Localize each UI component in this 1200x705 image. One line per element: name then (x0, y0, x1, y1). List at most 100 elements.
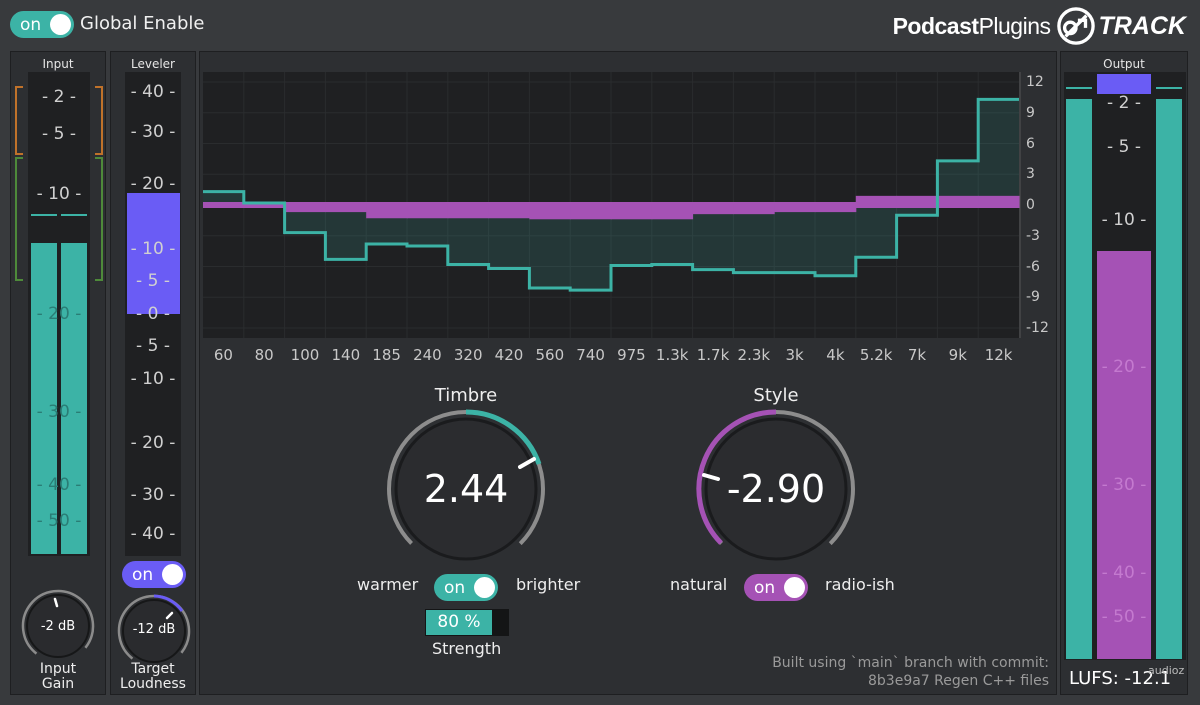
leveler-title: Leveler (131, 57, 175, 71)
output-peak-right (1156, 87, 1182, 89)
timbre-strength-slider[interactable]: 80 % (425, 609, 509, 636)
meter-scale-label: - 40 - (1101, 563, 1147, 583)
eq-purple-band (488, 202, 530, 219)
timbre-value: 2.44 (423, 467, 509, 511)
meter-scale-label: - 30 - (1101, 475, 1147, 495)
input-meter-left-bar (31, 243, 57, 554)
input-meter-right-bar (61, 243, 87, 554)
eq-purple-band (815, 202, 857, 213)
leveler-gain-bar (127, 193, 180, 314)
output-title: Output (1103, 57, 1145, 71)
meter-scale-label: - 40 - (130, 524, 176, 544)
eq-freq-label: 975 (617, 346, 646, 364)
output-meter-left-bar (1066, 99, 1092, 659)
meter-scale-label: - 50 - (1101, 607, 1147, 627)
leveler-meter (125, 72, 181, 556)
input-gain-knob[interactable]: -2 dB (20, 588, 96, 668)
output-loudness-bar (1097, 251, 1151, 659)
eq-purple-band (611, 202, 653, 220)
eq-purple-band (407, 202, 449, 219)
eq-purple-band (203, 202, 245, 208)
eq-freq-label: 60 (213, 346, 233, 364)
brand-mark-icon (1056, 7, 1095, 45)
eq-purple-band (529, 202, 571, 220)
eq-freq-label: 80 (254, 346, 274, 364)
eq-db-label: 6 (1026, 135, 1035, 152)
leveler-toggle[interactable]: on (122, 561, 186, 588)
style-toggle[interactable]: on (744, 574, 808, 601)
toggle-knob (784, 577, 805, 598)
eq-teal-curve (203, 97, 1019, 292)
eq-freq-label: 100 (290, 346, 320, 364)
eq-purple-band (733, 202, 775, 215)
eq-freq-label: 4k (826, 346, 845, 364)
target-loudness-caption: Target Loudness (120, 661, 186, 692)
meter-scale-label: - 30 - (36, 402, 82, 422)
meter-scale-label: - 20 - (36, 304, 82, 324)
eq-db-label: -9 (1026, 289, 1040, 306)
eq-graph[interactable] (203, 72, 1055, 342)
timbre-warmer-label: warmer (357, 575, 419, 594)
strength-fill (426, 610, 492, 635)
lufs-readout: LUFS: -12.1 (1069, 668, 1172, 689)
eq-purple-band (855, 195, 898, 208)
eq-db-label: -12 (1026, 320, 1049, 336)
eq-freq-label: 5.2k (859, 346, 893, 364)
toggle-knob (162, 564, 183, 585)
input-gain-value: -2 dB (40, 619, 76, 634)
timbre-knob[interactable] (384, 407, 548, 571)
global-enable-toggle[interactable]: on (10, 11, 74, 38)
eq-freq-label: 140 (331, 346, 361, 364)
timbre-toggle[interactable]: on (434, 574, 498, 601)
brand-part2: Plugins (978, 12, 1051, 39)
output-limiter-bar (1097, 74, 1151, 94)
target-loudness-knob[interactable]: -12 dB (116, 593, 192, 669)
toggle-knob (474, 577, 495, 598)
meter-scale-label: - 40 - (36, 475, 82, 495)
build-info: Built using `main` branch with commit: 8… (772, 654, 1049, 690)
eq-freq-label: 12k (984, 346, 1013, 364)
style-knob[interactable] (694, 407, 858, 571)
style-radioish-label: radio-ish (825, 575, 895, 594)
style-value: -2.90 (726, 467, 826, 511)
eq-purple-band (937, 195, 979, 208)
build-info-line1: Built using `main` branch with commit: (772, 655, 1049, 671)
meter-scale-label: - 5 - (136, 271, 170, 291)
eq-purple-band (978, 195, 1020, 208)
eq-freq-label: 3k (785, 346, 804, 364)
meter-scale-label: - 2 - (1107, 93, 1141, 113)
output-meter-right-bar (1156, 99, 1182, 659)
brand-product: TRACK (1098, 11, 1187, 40)
input-range-brackets (15, 86, 103, 281)
eq-freq-label: 320 (453, 346, 483, 364)
leveler-toggle-state: on (132, 564, 154, 585)
eq-purple-band (570, 202, 612, 220)
meter-scale-label: - 40 - (130, 82, 176, 102)
eq-purple-band (284, 202, 326, 213)
meter-scale-label: - 30 - (130, 122, 176, 142)
timbre-brighter-label: brighter (516, 575, 581, 594)
toggle-knob (50, 14, 71, 35)
eq-freq-label: 420 (494, 346, 524, 364)
target-loudness-value: -12 dB (132, 622, 176, 637)
timbre-toggle-state: on (444, 577, 466, 598)
meter-scale-label: - 10 - (1101, 210, 1147, 230)
eq-freq-label: 1.3k (655, 346, 689, 364)
meter-scale-label: - 10 - (36, 184, 82, 204)
eq-db-label: 0 (1026, 197, 1035, 213)
eq-purple-band (366, 202, 408, 219)
eq-purple-band (651, 202, 694, 220)
brand-part1: Podcast (892, 12, 979, 39)
eq-freq-label: 7k (907, 346, 927, 364)
eq-teal-fill (203, 99, 1019, 291)
eq-purple-band (243, 202, 286, 208)
eq-db-label: -3 (1026, 227, 1040, 244)
strength-value: 80 % (437, 612, 481, 632)
input-gain-caption: Input Gain (39, 661, 77, 692)
meter-scale-label: - 30 - (130, 485, 176, 505)
meter-scale-label: - 2 - (42, 87, 76, 107)
eq-freq-label: 185 (372, 346, 401, 364)
build-info-line2: 8b3e9a7 Regen C++ files (868, 673, 1049, 689)
brand-logo: Podcast Plugins TRACK (893, 6, 1186, 46)
input-peak-right (61, 214, 87, 216)
